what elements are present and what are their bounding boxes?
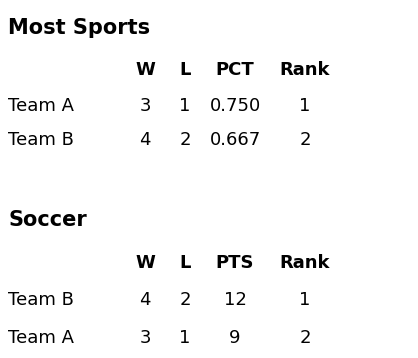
Text: 12: 12 bbox=[224, 291, 247, 309]
Text: Rank: Rank bbox=[280, 61, 330, 79]
Text: PTS: PTS bbox=[216, 254, 254, 272]
Text: L: L bbox=[179, 254, 191, 272]
Text: 4: 4 bbox=[139, 131, 151, 149]
Text: Team B: Team B bbox=[8, 131, 74, 149]
Text: 2: 2 bbox=[179, 131, 191, 149]
Text: 2: 2 bbox=[179, 291, 191, 309]
Text: 2: 2 bbox=[299, 131, 311, 149]
Text: 2: 2 bbox=[299, 329, 311, 347]
Text: W: W bbox=[135, 254, 155, 272]
Text: 3: 3 bbox=[139, 329, 151, 347]
Text: 9: 9 bbox=[229, 329, 241, 347]
Text: 4: 4 bbox=[139, 291, 151, 309]
Text: 1: 1 bbox=[299, 97, 311, 115]
Text: W: W bbox=[135, 61, 155, 79]
Text: 1: 1 bbox=[179, 329, 191, 347]
Text: Team A: Team A bbox=[8, 329, 74, 347]
Text: 0.667: 0.667 bbox=[209, 131, 261, 149]
Text: Most Sports: Most Sports bbox=[8, 18, 150, 38]
Text: Team B: Team B bbox=[8, 291, 74, 309]
Text: Soccer: Soccer bbox=[8, 210, 87, 230]
Text: 1: 1 bbox=[299, 291, 311, 309]
Text: PCT: PCT bbox=[216, 61, 255, 79]
Text: 0.750: 0.750 bbox=[209, 97, 261, 115]
Text: L: L bbox=[179, 61, 191, 79]
Text: 3: 3 bbox=[139, 97, 151, 115]
Text: Team A: Team A bbox=[8, 97, 74, 115]
Text: Rank: Rank bbox=[280, 254, 330, 272]
Text: 1: 1 bbox=[179, 97, 191, 115]
